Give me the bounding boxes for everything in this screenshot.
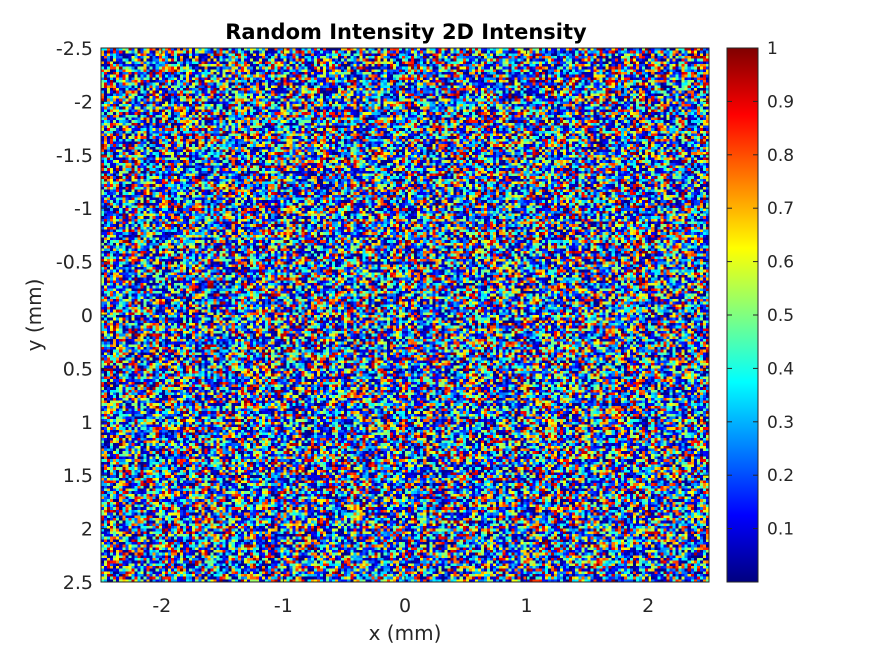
- colorbar-tick-label: 0.7: [767, 199, 794, 219]
- y-tick-label: 0: [81, 305, 93, 327]
- chart-title: Random Intensity 2D Intensity: [225, 20, 587, 44]
- colorbar-ticks: 0.1 0.2 0.3 0.4 0.5 0.6 0.7 0.8 0.9 1: [727, 39, 794, 540]
- colorbar-tick-label: 0.8: [767, 146, 794, 166]
- y-tick-label: 0.5: [63, 358, 93, 380]
- x-tick-label: -2: [152, 595, 171, 617]
- colorbar: [726, 47, 759, 583]
- y-tick-label: 1.5: [63, 465, 93, 487]
- x-tick-label: 1: [521, 595, 533, 617]
- colorbar-tick-label: 0.2: [767, 466, 794, 486]
- y-tick-label: 2.5: [63, 572, 93, 594]
- colorbar-tick-label: 0.4: [767, 359, 794, 379]
- y-axis-label: y (mm): [22, 279, 46, 352]
- colorbar-tick-label: 0.5: [767, 306, 794, 326]
- heatmap: [101, 48, 709, 582]
- colorbar-tick-label: 0.6: [767, 253, 794, 273]
- y-tick-label: 1: [81, 412, 93, 434]
- colorbar-tick-label: 0.3: [767, 413, 794, 433]
- colorbar-tick-label: 1: [767, 39, 778, 59]
- y-tick-label: -2: [74, 91, 93, 113]
- x-axis-label: x (mm): [369, 621, 442, 645]
- y-tick-label: 2: [81, 519, 93, 541]
- heatmap-image: [101, 48, 709, 582]
- x-tick-label: 0: [399, 595, 411, 617]
- y-tick-label: -1.5: [56, 145, 93, 167]
- colorbar-tick-label: 0.1: [767, 520, 794, 540]
- colorbar-tick-label: 0.9: [767, 92, 794, 112]
- x-tick-label: -1: [274, 595, 293, 617]
- y-tick-label: -0.5: [56, 252, 93, 274]
- x-tick-label: 2: [642, 595, 654, 617]
- y-axis: -2.5 -2 -1.5 -1 -0.5 0 0.5 1 1.5 2 2.5: [56, 38, 709, 594]
- x-axis: -2 -1 0 1 2: [152, 48, 654, 617]
- y-tick-label: -2.5: [56, 38, 93, 60]
- y-tick-label: -1: [74, 198, 93, 220]
